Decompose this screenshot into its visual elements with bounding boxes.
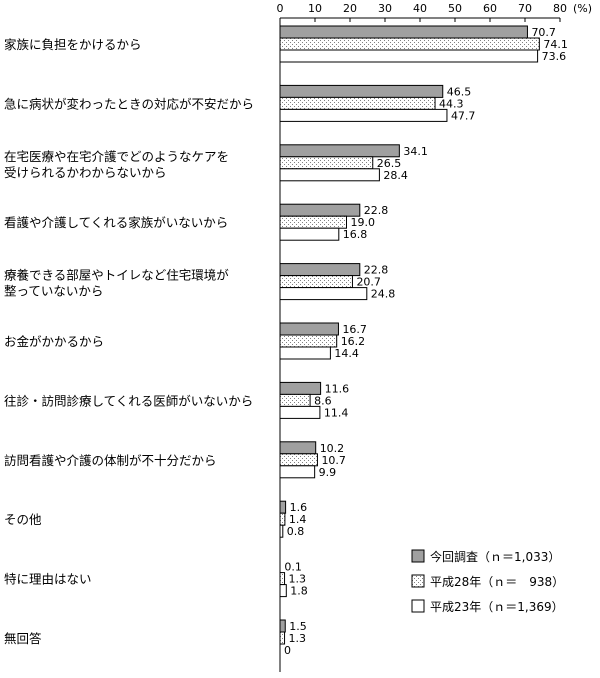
bar-dots	[279, 512, 286, 526]
data-label: 1.6	[290, 501, 308, 514]
category-label: 家族に負担をかけるから	[4, 37, 142, 52]
data-label: 34.1	[403, 145, 428, 158]
data-label: 11.4	[324, 406, 349, 419]
bar-white	[279, 287, 368, 301]
data-label: 22.8	[364, 204, 389, 217]
bar-white	[279, 227, 340, 241]
data-label: 10.7	[321, 454, 346, 467]
data-label: 1.3	[289, 632, 307, 645]
data-label: 28.4	[383, 169, 408, 182]
bar-gray	[279, 25, 528, 39]
bar-white	[279, 405, 321, 419]
bar-white	[279, 584, 287, 598]
x-tick-label: 0	[277, 2, 284, 15]
bar-white	[279, 49, 539, 63]
unit-label: (%)	[573, 2, 592, 15]
category-label: 在宅医療や在宅介護でどのようなケアを	[4, 149, 229, 164]
category-label: 看護や介護してくれる家族がいないから	[4, 215, 228, 230]
x-tick-label: 10	[308, 2, 322, 15]
legend-label: 平成28年（ｎ＝ 938）	[430, 575, 564, 589]
bar-white	[279, 168, 380, 182]
legend-swatch	[411, 599, 425, 613]
legend-swatch	[411, 574, 425, 588]
data-label: 74.1	[543, 38, 568, 51]
bar-gray	[279, 619, 286, 633]
bar-dots	[279, 215, 347, 229]
bar-white	[279, 524, 284, 538]
data-label: 0.1	[284, 561, 302, 574]
data-label: 0.8	[287, 525, 305, 538]
bar-gray	[279, 500, 287, 514]
category-label: 療養できる部屋やトイレなど住宅環境が	[4, 268, 229, 283]
data-label: 19.0	[351, 216, 376, 229]
data-label: 26.5	[377, 157, 402, 170]
category-labels: 家族に負担をかけるから急に病状が変わったときの対応が不安だから在宅医療や在宅介護…	[4, 37, 254, 646]
x-tick-label: 70	[518, 2, 532, 15]
x-tick-label: 50	[448, 2, 462, 15]
data-label: 24.8	[371, 288, 396, 301]
bar-white	[279, 465, 316, 479]
data-label: 14.4	[334, 347, 359, 360]
category-label: 整っていないから	[4, 284, 103, 299]
legend-label: 平成23年（ｎ＝1,369）	[430, 600, 564, 614]
bar-white	[279, 346, 331, 360]
data-label: 70.7	[531, 26, 556, 39]
category-label: お金がかかるから	[4, 334, 104, 349]
data-label: 16.7	[342, 323, 367, 336]
data-label: 1.8	[290, 585, 308, 598]
bars	[279, 25, 540, 645]
x-tick-label: 80	[553, 2, 567, 15]
bar-dots	[279, 453, 318, 467]
category-label: 特に理由はない	[4, 572, 92, 587]
legend-label: 今回調査（ｎ＝1,033）	[430, 549, 560, 564]
axis-layer: 0 10 20 30 40 50 60 70 80 (%)	[277, 2, 592, 672]
bar-gray	[279, 203, 361, 217]
data-label: 1.3	[289, 573, 307, 586]
data-label: 0	[284, 644, 291, 657]
data-label: 22.8	[364, 264, 389, 277]
category-label: 急に病状が変わったときの対応が不安だから	[4, 96, 254, 111]
data-label: 11.6	[325, 382, 350, 395]
category-label: その他	[4, 512, 42, 527]
bar-dots	[279, 334, 338, 348]
category-label: 受けられるかわからないから	[4, 165, 167, 180]
bar-dots	[279, 156, 374, 170]
legend: 今回調査（ｎ＝1,033） 平成28年（ｎ＝ 938） 平成23年（ｎ＝1,369）	[411, 549, 564, 614]
bar-gray	[279, 322, 339, 336]
bar-dots	[279, 572, 286, 586]
bar-gray	[279, 263, 361, 277]
bar-gray	[279, 84, 444, 98]
x-tick-label: 30	[378, 2, 392, 15]
data-label: 9.9	[319, 466, 337, 479]
value-labels: 70.774.173.6 46.544.347.7 34.126.528.4 22.8…	[284, 26, 568, 657]
category-label: 訪問看護や介護の体制が不十分だから	[4, 453, 217, 468]
data-label: 8.6	[314, 394, 332, 407]
legend-swatch	[411, 549, 425, 563]
data-label: 20.7	[356, 276, 381, 289]
category-label: 往診・訪問診療してくれる医師がいないから	[4, 393, 253, 408]
x-tick-label: 40	[413, 2, 427, 15]
bar-dots	[279, 275, 353, 289]
data-label: 44.3	[439, 97, 464, 110]
bar-gray	[279, 144, 400, 158]
x-tick-label: 60	[483, 2, 497, 15]
data-label: 47.7	[451, 109, 476, 122]
bar-dots	[279, 631, 286, 645]
data-label: 46.5	[447, 85, 472, 98]
data-label: 16.2	[341, 335, 366, 348]
bar-white	[279, 108, 448, 122]
bar-gray	[279, 381, 322, 395]
x-tick-label: 20	[343, 2, 357, 15]
data-label: 1.4	[289, 513, 307, 526]
bar-dots	[279, 96, 436, 110]
bar-gray	[279, 441, 317, 455]
category-label: 無回答	[4, 631, 42, 646]
data-label: 16.8	[343, 228, 368, 241]
bar-dots	[279, 393, 311, 407]
data-label: 10.2	[320, 442, 345, 455]
data-label: 73.6	[542, 50, 567, 63]
data-label: 1.5	[289, 620, 307, 633]
bar-dots	[279, 37, 540, 51]
